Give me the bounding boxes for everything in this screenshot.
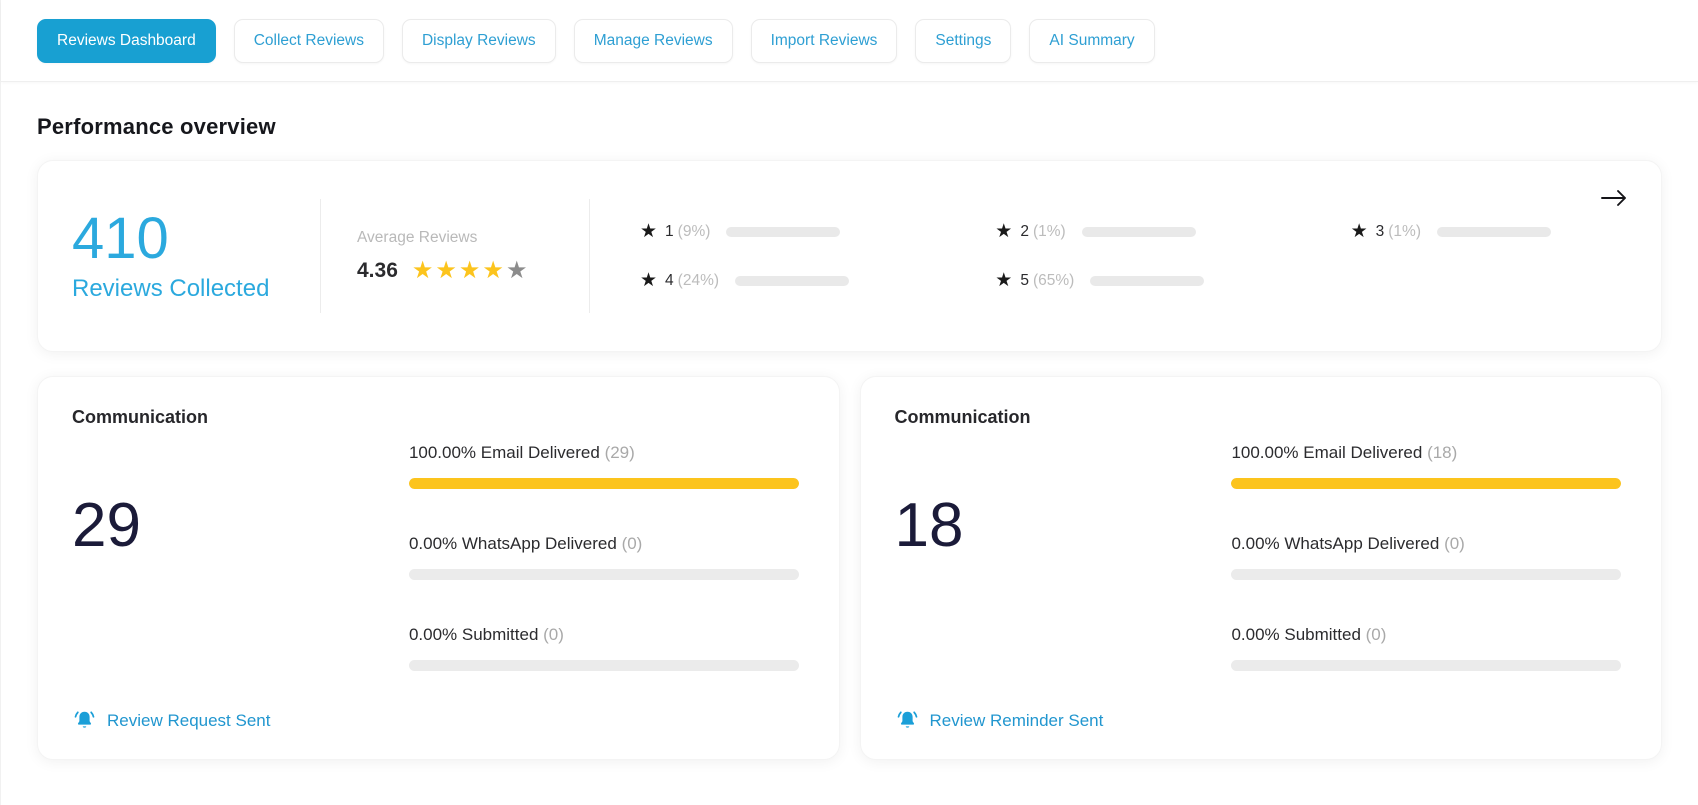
bell-icon — [897, 711, 917, 728]
link-label: Review Reminder Sent — [929, 710, 1104, 730]
card-title: Communication — [72, 407, 209, 427]
rating-row-1-star: ★ 1 (9%) — [640, 222, 849, 241]
metric-count: (0) — [543, 625, 564, 644]
metric-submitted: 0.00% Submitted (0) — [1231, 625, 1621, 671]
metric-bar — [1231, 660, 1621, 671]
rating-percent: (9%) — [677, 222, 711, 240]
tab-settings[interactable]: Settings — [915, 18, 1012, 63]
star-icon: ★ — [1350, 221, 1368, 242]
review-reminder-sent-link[interactable]: Review Reminder Sent — [895, 708, 1232, 733]
metric-label: 0.00% Submitted — [408, 625, 539, 644]
average-reviews-value: 4.36 — [357, 259, 398, 282]
tab-manage-reviews[interactable]: Manage Reviews — [573, 18, 733, 63]
reminder-sent-count: 18 — [894, 491, 964, 560]
star-icon: ★ — [435, 257, 457, 284]
rating-row-3-star: ★ 3 (1%) — [1351, 222, 1551, 241]
star-icon: ★ — [995, 270, 1013, 291]
divider — [320, 199, 321, 313]
metric-count: (29) — [604, 443, 635, 462]
metric-bar — [1231, 569, 1621, 580]
rating-percent: (65%) — [1032, 271, 1075, 289]
rating-bar — [1437, 226, 1551, 237]
divider — [589, 199, 590, 313]
main-content: Performance overview 410 Reviews Collect… — [1, 114, 1698, 760]
metric-bar — [408, 660, 799, 671]
reviews-collected-count: 410 — [72, 205, 169, 271]
star-icon: ★ — [505, 257, 528, 284]
rating-percent: (24%) — [677, 271, 720, 289]
rating-star-count: 2 — [1020, 222, 1029, 240]
average-star-rating: ★ ★ ★ ★ ★ — [412, 259, 528, 283]
rating-bar — [1081, 226, 1196, 237]
average-reviews-block: Average Reviews 4.36 ★ ★ ★ ★ ★ — [321, 229, 589, 283]
rating-row-2-star: ★ 2 (1%) — [995, 222, 1204, 241]
metric-email-delivered: 100.00% Email Delivered (29) — [408, 443, 799, 489]
metric-bar — [408, 478, 799, 489]
tab-collect-reviews[interactable]: Collect Reviews — [233, 18, 384, 63]
communication-card-requests: Communication 29 Review Request Sent — [37, 376, 840, 760]
rating-row-4-star: ★ 4 (24%) — [640, 270, 850, 291]
request-sent-count: 29 — [72, 491, 141, 560]
star-icon: ★ — [458, 257, 481, 284]
average-reviews-label: Average Reviews — [357, 229, 478, 246]
tab-display-reviews[interactable]: Display Reviews — [401, 18, 556, 63]
rating-star-count: 5 — [1020, 271, 1029, 289]
reviews-collected-label: Reviews Collected — [72, 275, 270, 303]
star-icon: ★ — [640, 270, 658, 291]
arrow-right-icon — [1601, 190, 1626, 206]
communication-cards-row: Communication 29 Review Request Sent — [37, 376, 1662, 760]
metric-count: (0) — [1444, 534, 1465, 553]
rating-bar — [1090, 275, 1205, 286]
rating-star-count: 1 — [665, 222, 674, 240]
metric-whatsapp-delivered: 0.00% WhatsApp Delivered (0) — [408, 534, 799, 580]
metric-label: 100.00% Email Delivered — [1231, 443, 1423, 462]
metric-whatsapp-delivered: 0.00% WhatsApp Delivered (0) — [1231, 534, 1621, 580]
metric-count: (0) — [1365, 625, 1387, 644]
rating-percent: (1%) — [1032, 222, 1066, 240]
rating-star-count: 3 — [1375, 222, 1385, 240]
review-request-sent-link[interactable]: Review Request Sent — [72, 708, 409, 733]
metric-email-delivered: 100.00% Email Delivered (18) — [1231, 443, 1621, 489]
metric-bar — [1231, 478, 1621, 489]
page-title: Performance overview — [37, 114, 276, 139]
metric-count: (0) — [621, 534, 643, 553]
star-icon: ★ — [482, 257, 504, 284]
rating-distribution: ★ 1 (9%) ★ 2 (1%) ★ 3 (1%) — [590, 222, 1621, 290]
star-icon: ★ — [411, 257, 434, 284]
communication-card-reminders: Communication 18 Review Reminder Sent — [859, 376, 1662, 760]
tab-reviews-dashboard[interactable]: Reviews Dashboard — [37, 18, 216, 63]
rating-bar — [726, 226, 841, 237]
metric-label: 100.00% Email Delivered — [408, 443, 600, 462]
star-icon: ★ — [995, 221, 1013, 242]
metric-count: (18) — [1427, 443, 1458, 462]
metric-submitted: 0.00% Submitted (0) — [408, 625, 799, 671]
metric-label: 0.00% Submitted — [1231, 625, 1361, 644]
metric-label: 0.00% WhatsApp Delivered — [408, 534, 617, 553]
bell-icon — [74, 711, 95, 728]
metric-bar — [408, 569, 799, 580]
performance-overview-card: 410 Reviews Collected Average Reviews 4.… — [37, 160, 1662, 352]
rating-star-count: 4 — [665, 271, 674, 289]
tab-ai-summary[interactable]: AI Summary — [1029, 18, 1155, 63]
metric-label: 0.00% WhatsApp Delivered — [1231, 534, 1440, 553]
rating-row-5-star: ★ 5 (65%) — [995, 270, 1205, 291]
rating-percent: (1%) — [1388, 222, 1421, 240]
reviews-collected-stat: 410 Reviews Collected — [72, 205, 320, 304]
rating-bar — [735, 275, 850, 286]
tab-import-reviews[interactable]: Import Reviews — [750, 18, 898, 63]
delivery-metrics: 100.00% Email Delivered (29) 0.00% Whats… — [408, 407, 805, 733]
delivery-metrics: 100.00% Email Delivered (18) 0.00% Whats… — [1231, 407, 1627, 733]
overview-details-button[interactable] — [1597, 183, 1631, 213]
star-icon: ★ — [640, 221, 658, 242]
card-title: Communication — [894, 407, 1031, 427]
link-label: Review Request Sent — [107, 710, 271, 730]
tab-bar: Reviews Dashboard Collect Reviews Displa… — [1, 0, 1698, 82]
